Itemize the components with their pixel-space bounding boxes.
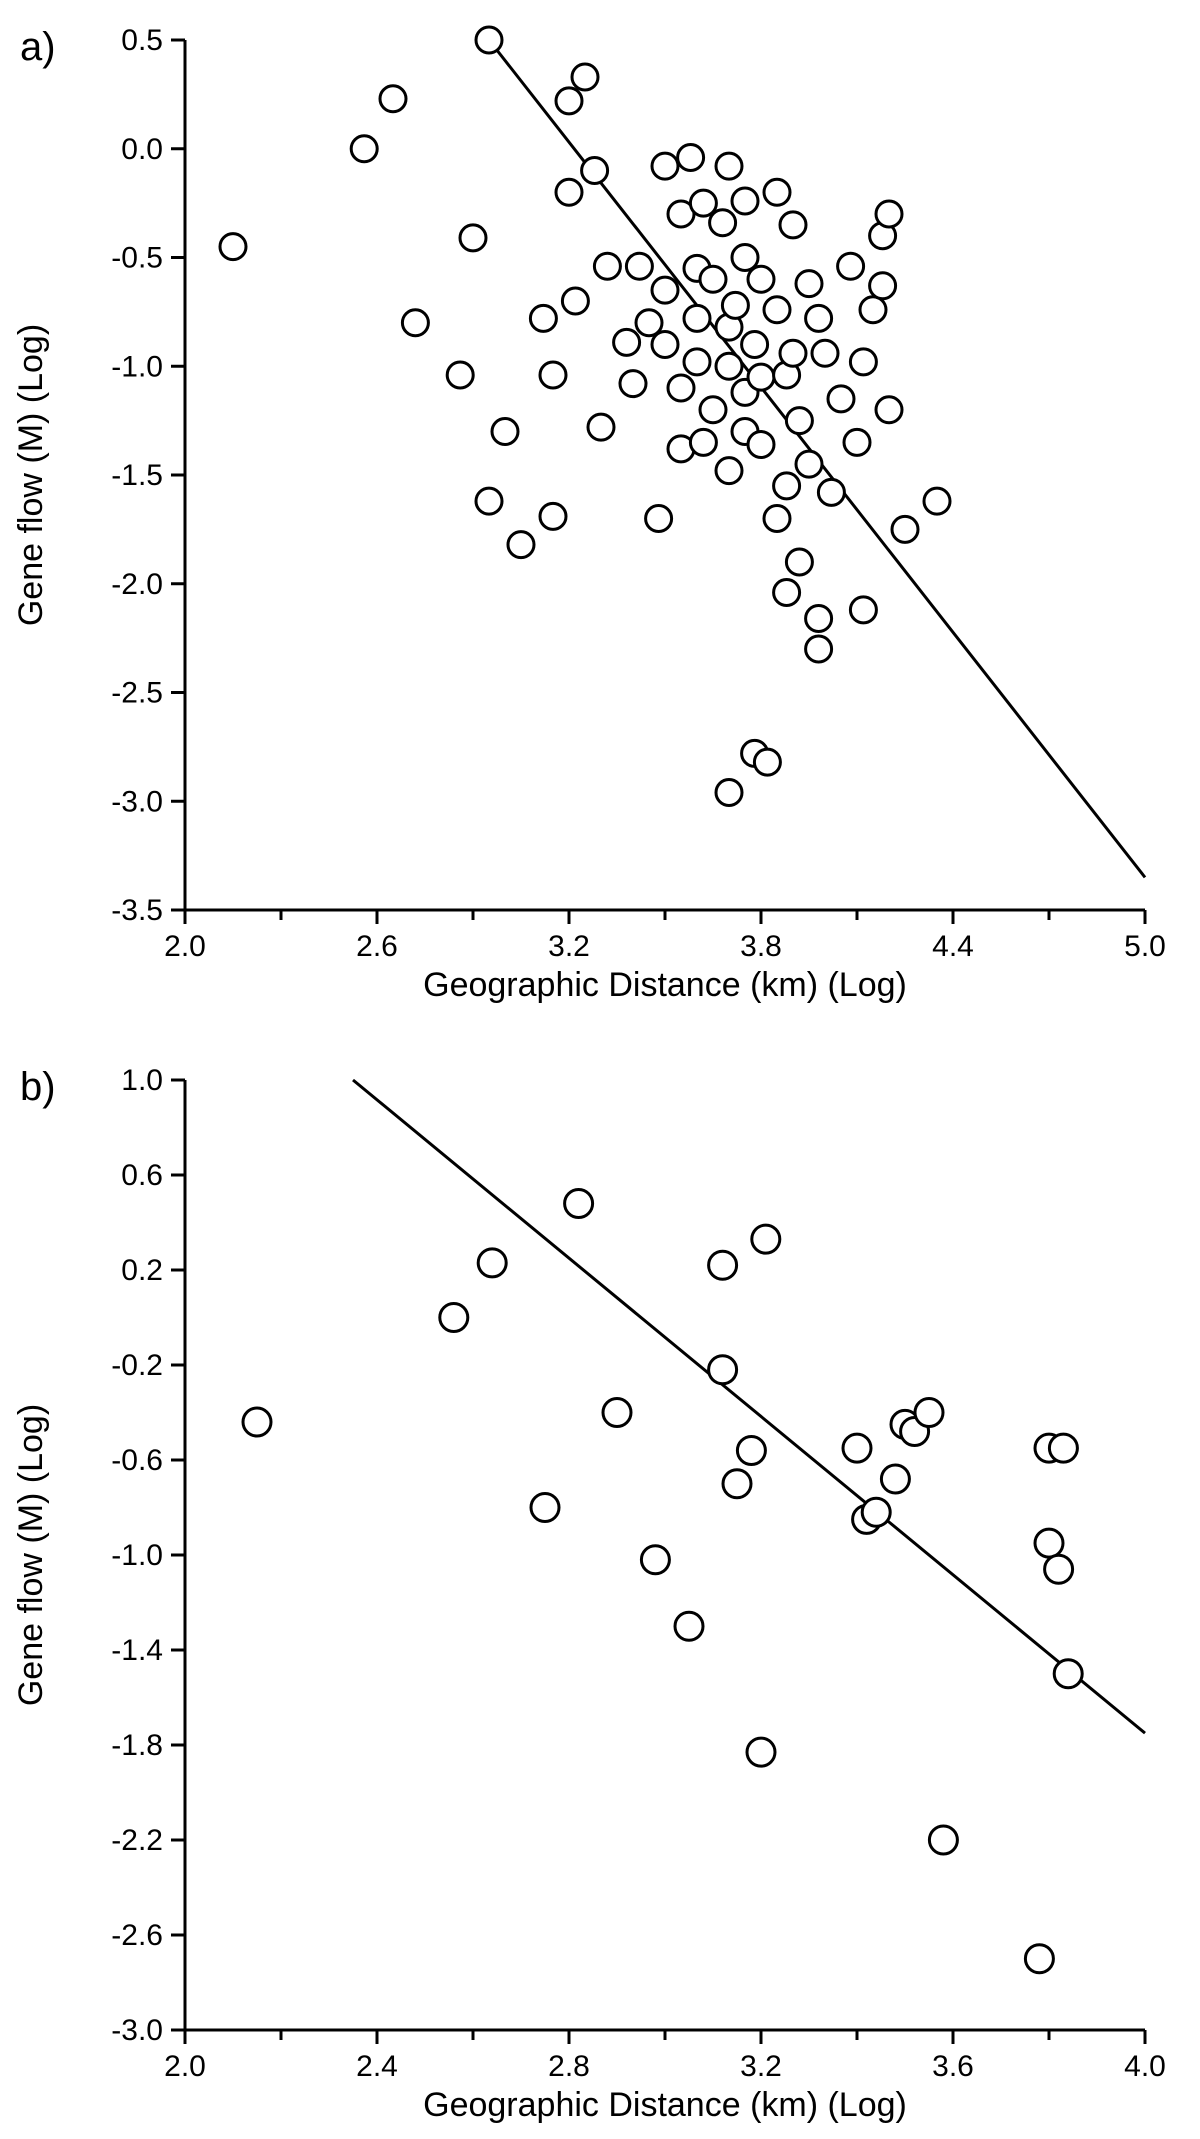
svg-text:0.0: 0.0 <box>121 133 163 166</box>
svg-text:0.2: 0.2 <box>121 1254 163 1287</box>
svg-text:5.0: 5.0 <box>1124 930 1166 963</box>
svg-text:3.2: 3.2 <box>548 930 590 963</box>
svg-text:-3.5: -3.5 <box>111 894 163 927</box>
svg-text:3.8: 3.8 <box>740 930 782 963</box>
svg-text:2.4: 2.4 <box>356 2050 398 2083</box>
svg-text:Geographic Distance (km) (Log): Geographic Distance (km) (Log) <box>423 2086 907 2124</box>
svg-text:-2.6: -2.6 <box>111 1919 163 1952</box>
svg-text:2.0: 2.0 <box>164 2050 206 2083</box>
svg-text:Gene flow (M) (Log): Gene flow (M) (Log) <box>12 324 50 626</box>
svg-text:-1.0: -1.0 <box>111 350 163 383</box>
svg-text:-0.6: -0.6 <box>111 1444 163 1477</box>
svg-text:0.6: 0.6 <box>121 1159 163 1192</box>
svg-text:-2.5: -2.5 <box>111 677 163 710</box>
svg-text:-3.0: -3.0 <box>111 785 163 818</box>
svg-text:3.2: 3.2 <box>740 2050 782 2083</box>
svg-text:-0.2: -0.2 <box>111 1349 163 1382</box>
scatter-plot-a: a) -3.5 -3.0 -2.5 -2.0 -1.5 -1.0 -0.5 0.0 0.5 2.0 2… <box>0 0 1200 1050</box>
svg-text:2.6: 2.6 <box>356 930 398 963</box>
svg-text:-1.4: -1.4 <box>111 1634 163 1667</box>
svg-text:Gene flow (M) (Log): Gene flow (M) (Log) <box>12 1404 50 1706</box>
scatter-plot-b: b) -3.0 -2.6 -2.2 -1.8 -1.4 -1.0 -0.6 -0.2 0.2 0.6… <box>0 1050 1200 2139</box>
svg-text:2.8: 2.8 <box>548 2050 590 2083</box>
svg-text:-1.5: -1.5 <box>111 459 163 492</box>
svg-text:a): a) <box>20 25 56 69</box>
svg-text:2.0: 2.0 <box>164 930 206 963</box>
svg-text:0.5: 0.5 <box>121 24 163 57</box>
svg-text:-1.8: -1.8 <box>111 1729 163 1762</box>
svg-text:Geographic Distance (km) (Log): Geographic Distance (km) (Log) <box>423 966 907 1004</box>
svg-text:-2.0: -2.0 <box>111 568 163 601</box>
svg-text:1.0: 1.0 <box>121 1064 163 1097</box>
svg-text:-2.2: -2.2 <box>111 1824 163 1857</box>
svg-text:-0.5: -0.5 <box>111 242 163 275</box>
svg-text:4.0: 4.0 <box>1124 2050 1166 2083</box>
svg-text:-1.0: -1.0 <box>111 1539 163 1572</box>
figure-container: a) -3.5 -3.0 -2.5 -2.0 -1.5 -1.0 -0.5 0.0 0.5 2.0 2… <box>0 0 1200 2139</box>
svg-text:-3.0: -3.0 <box>111 2014 163 2047</box>
svg-text:b): b) <box>20 1065 56 1109</box>
svg-text:3.6: 3.6 <box>932 2050 974 2083</box>
svg-text:4.4: 4.4 <box>932 930 974 963</box>
panel-a: a) -3.5 -3.0 -2.5 -2.0 -1.5 -1.0 -0.5 0.0 0.5 2.0 2… <box>0 0 1200 1050</box>
panel-b: b) -3.0 -2.6 -2.2 -1.8 -1.4 -1.0 -0.6 -0.2 0.2 0.6… <box>0 1050 1200 2139</box>
